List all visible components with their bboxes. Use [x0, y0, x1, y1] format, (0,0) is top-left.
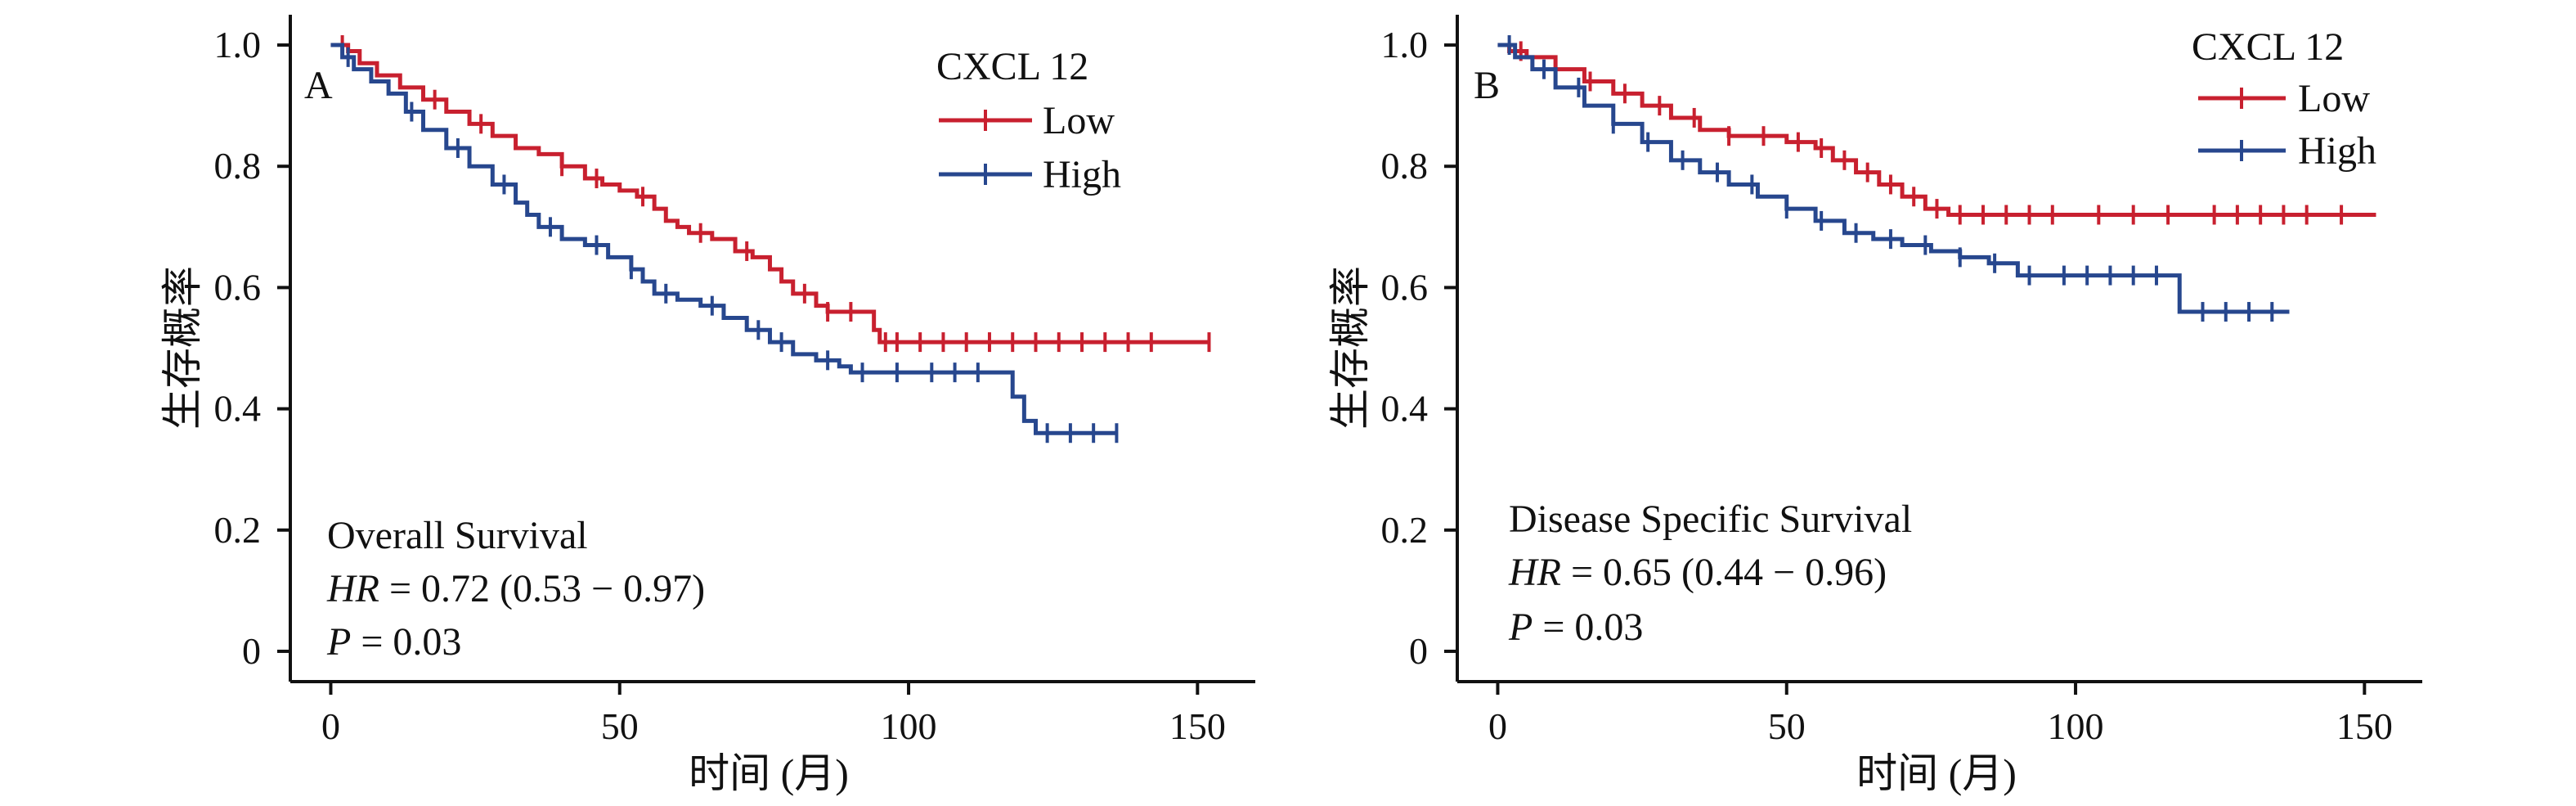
- panel-a-overall-survival: 00.20.40.60.81.00 50 100 150 A 时间 (月) 生存概率 …: [159, 15, 1255, 796]
- panel-a-hr-value: = 0.72 (0.53 − 0.97): [379, 567, 705, 610]
- panel-b-y-tick-label: 0: [1409, 630, 1428, 672]
- panel-b-hr-line: HR = 0.65 (0.44 − 0.96): [1508, 551, 1887, 594]
- panel-b-y-axis-title: 生存概率: [1327, 266, 1373, 430]
- panel-a-letter: A: [304, 64, 333, 107]
- panel-b-hr-value: = 0.65 (0.44 − 0.96): [1561, 551, 1887, 594]
- panel-a-x-tick-label: 50: [601, 705, 639, 747]
- panel-b-annotation: Disease Specific Survival HR = 0.65 (0.4…: [1508, 498, 1912, 649]
- panel-b-p-label: P: [1508, 606, 1533, 649]
- panel-a-annotation-title: Overall Survival: [327, 514, 588, 557]
- panel-a-y-tick-label: 0.8: [214, 145, 262, 187]
- panel-a-series-high-line: [330, 43, 1117, 435]
- panel-a-y-tick-label: 0.4: [214, 388, 262, 430]
- panel-a-y-axis-title: 生存概率: [159, 266, 205, 430]
- panel-a-y-tick-label: 0.2: [214, 509, 262, 551]
- panel-b-legend: CXCL 12 Low High: [2192, 25, 2376, 173]
- panel-b-series-high-line: [1497, 43, 2290, 314]
- panel-a-legend-low-label: Low: [1043, 99, 1115, 142]
- panel-b-y-tick-label: 0.6: [1381, 266, 1429, 308]
- panel-b-series-low-line: [1497, 43, 2376, 217]
- panel-a-legend-high-label: High: [1043, 153, 1121, 196]
- panel-b-y-tick-label: 1.0: [1381, 24, 1429, 65]
- panel-b-x-tick-label: 100: [2048, 705, 2104, 747]
- panel-b-hr-label: HR: [1508, 551, 1561, 594]
- panel-b-legend-high-label: High: [2298, 129, 2376, 173]
- panel-b-x-axis-title: 时间 (月): [1856, 750, 2017, 796]
- panel-a-p-label: P: [326, 620, 351, 664]
- panel-a-p-value: = 0.03: [351, 620, 461, 664]
- panel-a-y-tick-label: 1.0: [214, 24, 262, 65]
- panel-b-y-tick-label: 0.2: [1381, 509, 1429, 551]
- panel-a-y-tick-label: 0.6: [214, 266, 262, 308]
- panel-a-x-tick-label: 0: [321, 705, 340, 747]
- panel-a-p-line: P = 0.03: [326, 620, 461, 664]
- panel-b-annotation-title: Disease Specific Survival: [1509, 498, 1912, 541]
- panel-a-hr-label: HR: [326, 567, 379, 610]
- panel-a-series-low-line: [330, 43, 1209, 344]
- panel-a-x-tick-label: 100: [881, 705, 937, 747]
- panel-b-legend-title: CXCL 12: [2192, 25, 2344, 69]
- panel-b-disease-specific-survival: 00.20.40.60.81.00 50 100 150 B 时间 (月) 生存概率 …: [1327, 15, 2422, 796]
- panel-a-legend-title: CXCL 12: [936, 45, 1088, 88]
- panel-a-x-tick-label: 150: [1169, 705, 1226, 747]
- panel-b-x-tick-label: 0: [1488, 705, 1507, 747]
- panel-a-annotation: Overall Survival HR = 0.72 (0.53 − 0.97)…: [326, 514, 705, 664]
- panel-a-hr-line: HR = 0.72 (0.53 − 0.97): [326, 567, 705, 610]
- panel-b-y-tick-label: 0.4: [1381, 388, 1429, 430]
- panel-b-y-tick-label: 0.8: [1381, 145, 1429, 187]
- panel-a-x-axis-title: 时间 (月): [689, 750, 849, 796]
- panel-b-x-tick-label: 50: [1768, 705, 1806, 747]
- panel-b-p-line: P = 0.03: [1508, 606, 1643, 649]
- panel-b-letter: B: [1474, 64, 1500, 107]
- panel-b-p-value: = 0.03: [1533, 606, 1643, 649]
- panel-a-y-tick-label: 0: [242, 630, 261, 672]
- panel-a-legend: CXCL 12 Low High: [936, 45, 1121, 196]
- panel-b-legend-low-label: Low: [2298, 77, 2370, 120]
- panel-b-x-tick-label: 150: [2336, 705, 2393, 747]
